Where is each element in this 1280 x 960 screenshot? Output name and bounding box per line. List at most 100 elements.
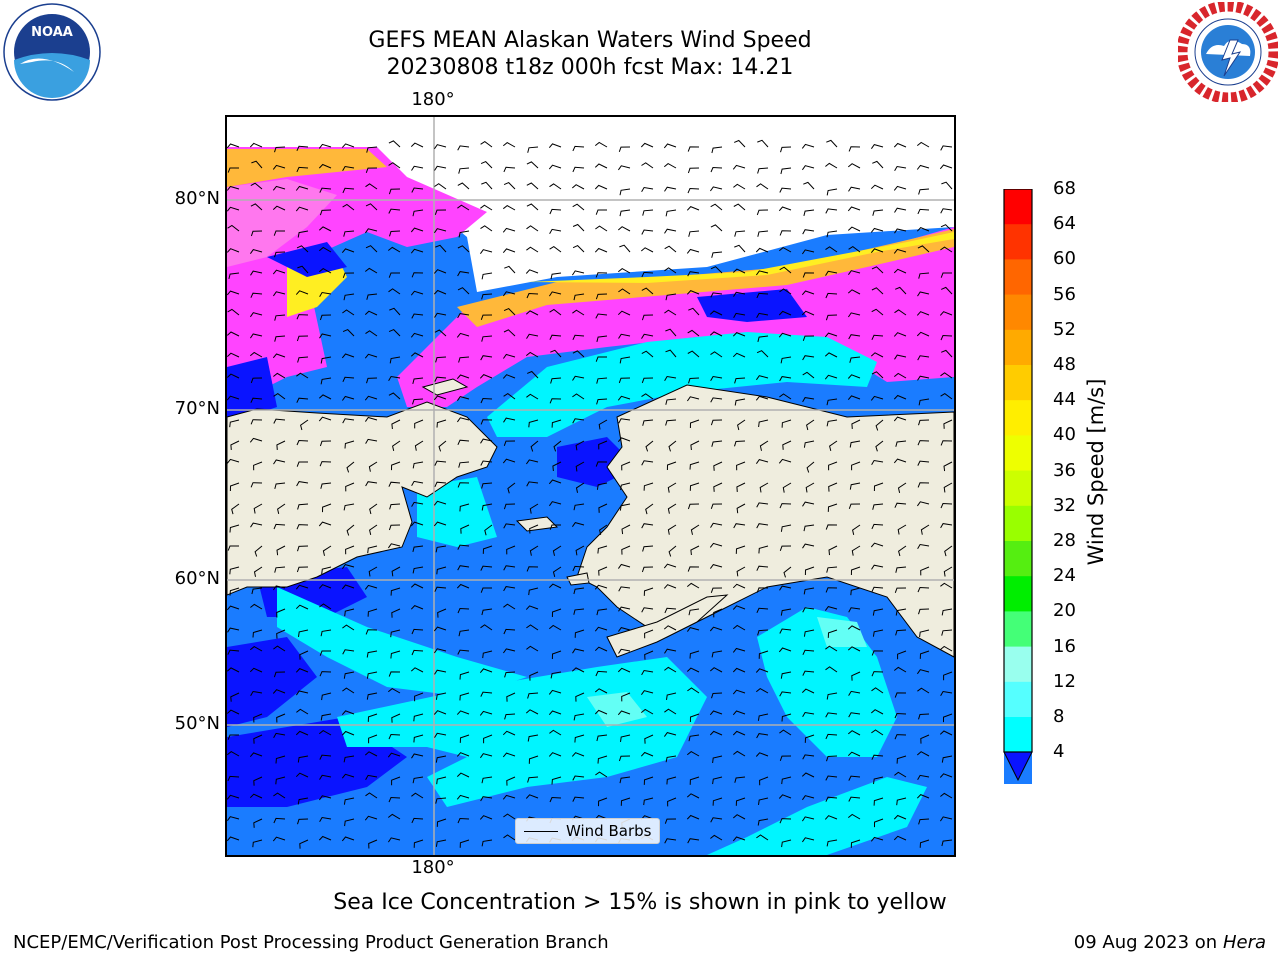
colorbar-band: [1004, 717, 1032, 753]
wind-barb: [389, 307, 401, 316]
wind-barb: [688, 377, 700, 384]
wind-barb: [504, 713, 516, 720]
legend-line-sample: [524, 830, 558, 832]
wind-barb: [503, 329, 516, 337]
wind-barb: [481, 293, 493, 300]
wind-barb: [250, 377, 263, 384]
wind-barb: [364, 353, 378, 359]
wind-barb: [410, 332, 424, 338]
wind-barb: [711, 440, 723, 447]
wind-barb: [686, 814, 700, 820]
wind-barb: [732, 730, 746, 736]
wind-barb: [850, 839, 861, 848]
wind-barb: [458, 629, 470, 637]
wind-barb: [341, 773, 355, 779]
wind-barb: [503, 503, 516, 510]
wind-barb: [916, 331, 930, 337]
wind-barb: [802, 711, 815, 718]
wind-barb: [686, 667, 700, 673]
lat-label-50: 50°N: [174, 713, 220, 734]
colorbar-tick-label: 52: [1053, 318, 1076, 340]
wind-barb: [296, 524, 309, 530]
wind-barb: [229, 524, 240, 533]
wind-barb: [343, 797, 355, 805]
wind-barb: [641, 669, 654, 676]
wind-barb: [295, 690, 309, 696]
wind-barb: [227, 836, 240, 842]
wind-barb: [689, 419, 700, 429]
colorbar-tick-label: 32: [1053, 494, 1076, 516]
wind-barb: [848, 775, 861, 781]
wind-barb: [249, 333, 263, 339]
wind-barb: [943, 461, 953, 472]
wind-barb: [458, 461, 470, 468]
wind-barb: [367, 608, 378, 617]
colorbar-tick-label: 60: [1053, 248, 1076, 270]
wind-barb: [943, 671, 953, 681]
wind-barb: [457, 544, 470, 550]
wind-barb: [480, 140, 493, 148]
wind-barb: [757, 629, 769, 636]
wind-barb: [571, 752, 585, 757]
wind-barb: [641, 607, 654, 613]
wind-barb: [364, 228, 378, 234]
wind-barb: [686, 290, 700, 295]
wind-barb: [618, 288, 631, 295]
wind-barb: [781, 419, 792, 428]
wind-barb: [689, 776, 700, 785]
wind-barb: [433, 228, 447, 234]
wind-barb: [641, 271, 654, 278]
wind-barb: [710, 397, 723, 403]
wind-barb: [457, 817, 470, 824]
wind-barb: [253, 734, 263, 744]
wind-barb: [341, 248, 355, 254]
wind-barb: [825, 162, 838, 169]
wind-barb: [918, 419, 930, 426]
wind-barb: [825, 292, 838, 299]
wind-barb: [410, 227, 424, 233]
wind-barb: [940, 272, 952, 278]
colorbar-tick-label: 44: [1053, 389, 1076, 411]
wind-barb: [665, 328, 677, 337]
wind-barb: [254, 545, 263, 557]
wind-barb: [617, 667, 631, 673]
wind-barb: [344, 440, 355, 449]
wind-barb: [871, 523, 884, 530]
wind-barb: [296, 335, 309, 342]
wind-barb: [526, 203, 539, 211]
wind-barb: [847, 730, 861, 736]
wind-barb: [295, 185, 309, 191]
wind-barb: [343, 671, 355, 679]
wind-barb: [940, 792, 953, 799]
wind-barb: [549, 398, 562, 404]
wind-barb: [687, 187, 700, 194]
colorbar-band: [1004, 646, 1032, 683]
land-siberia-alaska: [227, 401, 498, 596]
wind-barb: [390, 629, 401, 638]
wind-barb: [251, 160, 263, 169]
wind-barb: [318, 163, 332, 169]
wind-barb: [643, 482, 654, 491]
wind-barb: [482, 545, 493, 554]
wind-barb: [712, 776, 723, 785]
wind-barb: [388, 671, 401, 677]
wind-barb: [778, 332, 792, 338]
wind-barb: [389, 230, 401, 237]
wind-barb: [412, 776, 424, 784]
wind-barb: [870, 352, 884, 358]
wind-barb: [480, 460, 493, 466]
wind-barb: [392, 440, 401, 452]
wind-barb: [801, 688, 815, 694]
colorbar-band: [1004, 470, 1032, 507]
wind-barb: [665, 349, 677, 358]
wind-barb: [319, 209, 332, 216]
wind-barb: [802, 335, 815, 341]
wind-barb: [411, 272, 424, 278]
wind-barb: [435, 356, 447, 363]
wind-barb: [802, 397, 815, 403]
wind-barb: [871, 586, 884, 593]
wind-barb: [368, 566, 378, 577]
wind-barb: [709, 710, 723, 716]
wind-barb: [227, 185, 240, 191]
wind-barb: [365, 183, 378, 190]
